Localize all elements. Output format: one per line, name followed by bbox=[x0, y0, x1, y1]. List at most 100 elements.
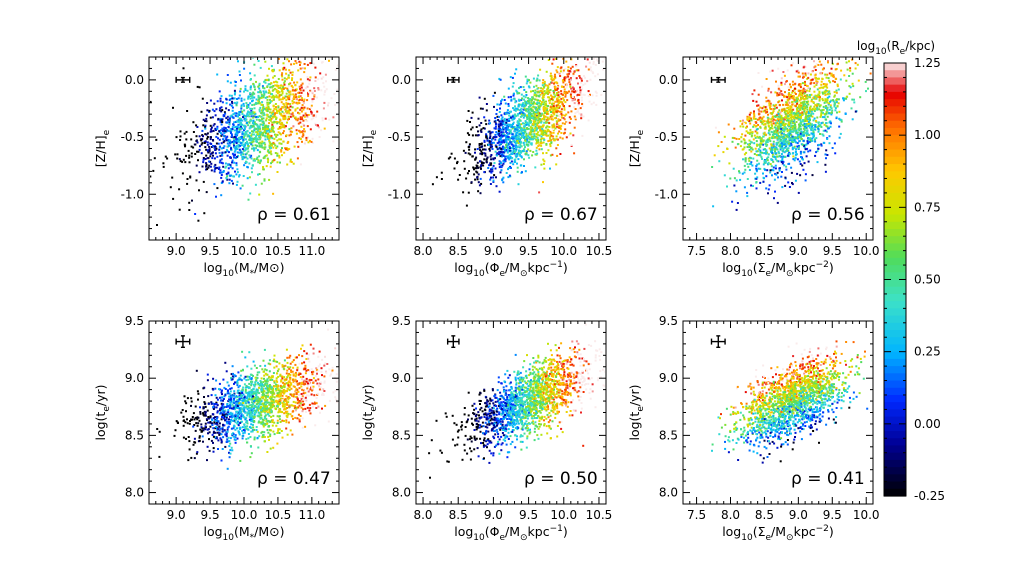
data-point bbox=[323, 93, 326, 96]
data-point bbox=[252, 49, 254, 51]
data-point bbox=[796, 158, 799, 161]
data-point bbox=[285, 72, 288, 75]
data-point bbox=[262, 90, 265, 93]
data-point bbox=[481, 153, 484, 156]
data-point bbox=[303, 130, 306, 133]
data-point bbox=[309, 89, 312, 92]
data-point bbox=[797, 75, 800, 78]
data-point bbox=[246, 166, 249, 169]
data-point bbox=[314, 76, 317, 79]
data-point bbox=[557, 132, 559, 135]
data-point bbox=[517, 142, 520, 144]
data-point bbox=[770, 120, 773, 123]
data-point bbox=[751, 131, 754, 134]
data-point bbox=[521, 136, 524, 138]
data-point bbox=[562, 85, 565, 88]
data-point bbox=[794, 153, 797, 156]
data-point bbox=[794, 128, 797, 131]
data-point bbox=[580, 114, 583, 117]
data-point bbox=[750, 146, 753, 149]
data-point bbox=[772, 110, 775, 113]
data-point bbox=[776, 159, 779, 162]
data-point bbox=[245, 152, 248, 155]
data-point bbox=[181, 160, 184, 163]
data-point bbox=[483, 127, 486, 130]
data-point bbox=[302, 108, 305, 111]
data-point bbox=[563, 131, 566, 134]
data-point bbox=[785, 168, 788, 171]
data-point bbox=[276, 85, 279, 88]
data-point bbox=[200, 139, 203, 142]
data-point bbox=[229, 81, 232, 84]
data-point bbox=[514, 101, 517, 104]
data-point bbox=[502, 159, 505, 162]
data-point bbox=[851, 118, 854, 121]
data-point bbox=[796, 106, 799, 109]
data-point bbox=[238, 119, 241, 122]
data-point bbox=[501, 164, 504, 167]
data-point bbox=[763, 159, 766, 161]
data-point bbox=[788, 117, 791, 120]
data-point bbox=[781, 149, 784, 152]
data-point bbox=[481, 107, 484, 110]
data-point bbox=[276, 81, 279, 84]
data-point bbox=[569, 132, 572, 135]
data-point bbox=[528, 136, 531, 139]
data-point bbox=[489, 132, 492, 135]
data-point bbox=[559, 119, 562, 122]
data-point bbox=[257, 138, 260, 141]
data-point bbox=[589, 49, 591, 51]
data-point bbox=[554, 107, 557, 110]
data-point bbox=[751, 164, 754, 167]
data-point bbox=[805, 89, 808, 92]
data-point bbox=[826, 73, 829, 76]
data-point bbox=[540, 89, 543, 92]
data-point bbox=[238, 111, 241, 113]
data-point bbox=[513, 98, 516, 101]
data-point bbox=[261, 146, 264, 149]
data-point bbox=[801, 143, 804, 146]
data-point bbox=[512, 82, 515, 85]
data-point bbox=[510, 98, 513, 101]
data-point bbox=[506, 111, 509, 114]
data-point bbox=[545, 143, 548, 146]
data-point bbox=[229, 141, 232, 144]
data-point bbox=[579, 89, 582, 92]
data-point bbox=[748, 118, 751, 121]
data-point bbox=[528, 79, 530, 82]
data-point bbox=[271, 113, 274, 116]
data-point bbox=[489, 137, 491, 139]
data-point bbox=[818, 98, 821, 101]
data-point bbox=[283, 97, 286, 100]
data-point bbox=[778, 104, 781, 107]
data-point bbox=[755, 165, 758, 167]
x-tick-label: 10.0 bbox=[231, 244, 258, 258]
data-point bbox=[237, 136, 240, 139]
data-point bbox=[543, 82, 546, 85]
data-point bbox=[238, 123, 241, 126]
data-point bbox=[280, 121, 283, 124]
data-point bbox=[502, 132, 505, 135]
data-point bbox=[594, 90, 597, 93]
data-point bbox=[322, 76, 325, 79]
data-point bbox=[313, 87, 316, 90]
data-point bbox=[195, 124, 198, 127]
data-point bbox=[568, 70, 571, 72]
data-point bbox=[228, 99, 231, 101]
data-point bbox=[240, 122, 243, 125]
data-point bbox=[236, 98, 238, 100]
data-point bbox=[820, 111, 823, 114]
data-point bbox=[779, 111, 782, 114]
data-point bbox=[507, 168, 509, 171]
data-point bbox=[263, 179, 266, 182]
data-point bbox=[829, 106, 832, 108]
data-point bbox=[814, 97, 817, 100]
data-point bbox=[550, 132, 553, 135]
data-point bbox=[532, 151, 535, 153]
data-point bbox=[516, 120, 519, 123]
data-point bbox=[568, 90, 570, 93]
data-point bbox=[594, 47, 596, 49]
data-point bbox=[787, 86, 790, 89]
data-point bbox=[784, 138, 787, 141]
data-point bbox=[778, 169, 781, 172]
